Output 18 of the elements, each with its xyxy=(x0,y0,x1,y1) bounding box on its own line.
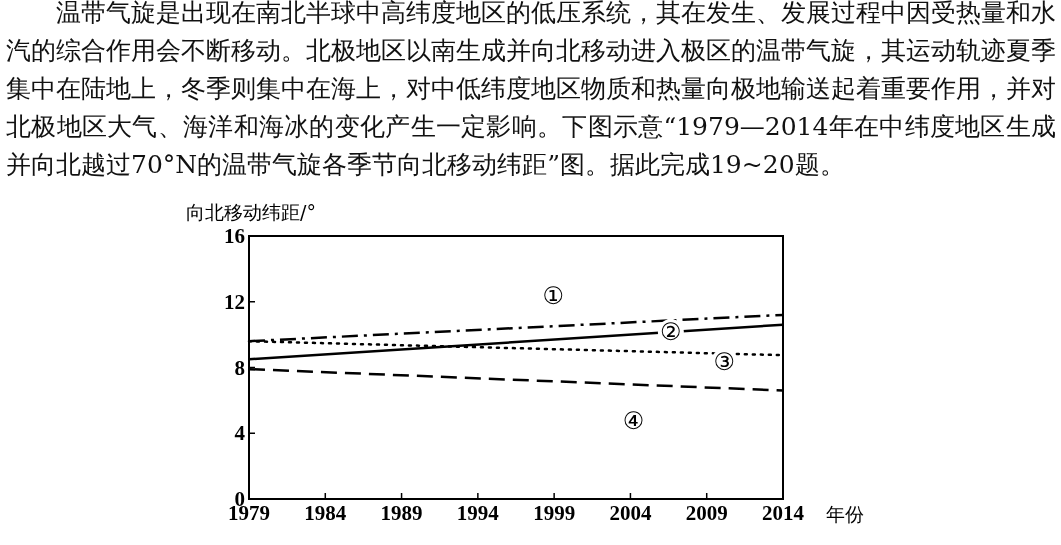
series-label: ① xyxy=(542,282,565,311)
x-axis-title: 年份 xyxy=(826,503,864,525)
x-tick-label: 2009 xyxy=(685,501,728,525)
series-label: ③ xyxy=(713,347,736,376)
series-label: ④ xyxy=(622,406,645,435)
y-tick-label: 4 xyxy=(234,421,246,446)
series-label: ② xyxy=(660,318,682,347)
y-axis-title: 向北移动纬距/° xyxy=(186,201,316,223)
y-tick-label: 16 xyxy=(224,224,245,248)
x-tick-label: 1984 xyxy=(304,501,347,525)
y-tick-label: 12 xyxy=(224,289,245,314)
x-tick-label: 2014 xyxy=(762,501,805,525)
x-tick-label: 1989 xyxy=(380,501,423,525)
y-tick-label: 8 xyxy=(234,355,245,380)
x-tick-label: 1999 xyxy=(533,501,576,525)
x-tick-label: 1994 xyxy=(456,501,500,525)
text: 温带气旋是出现在南北半球中高纬度地区的低压系统，其在发生、发展过程中因受热量和水汽的综合作用会不断移动。北极地区以南生成并向北移动进入极区的温带气旋，其运动轨迹夏季集中在陆地上，冬季则集中在海上，对中低纬度地区物质和热量向极地输送起着重要作用，并对北极地区大气、海洋和海冰的变化产生一定影响。下图示意“1979—2014年在中纬度地区生成并向北越过70°N的温带气旋各季节向北移动纬距”图。据此完成19~20题。 xyxy=(6,0,1056,181)
x-tick-label: 2004 xyxy=(609,501,652,525)
